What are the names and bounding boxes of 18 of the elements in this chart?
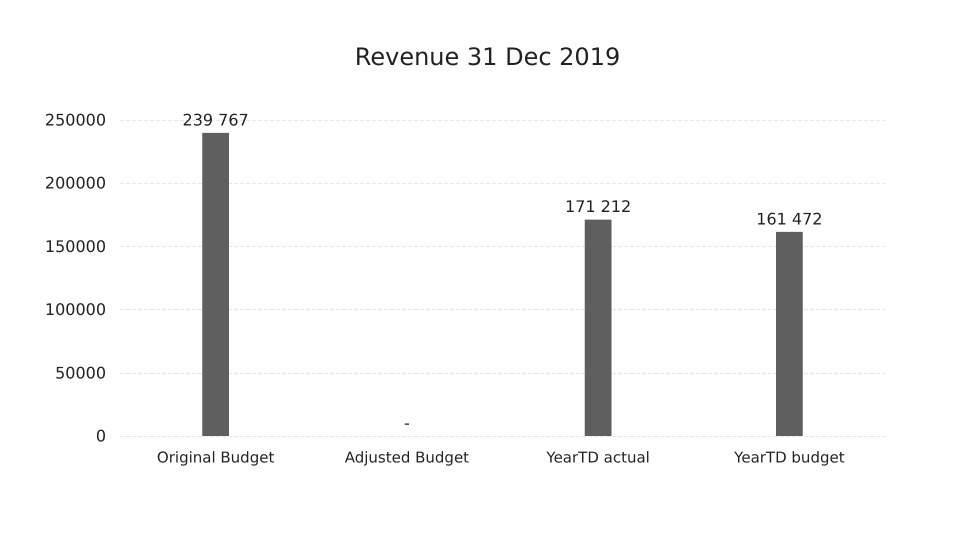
y-tick-label: 50000 [55, 363, 106, 382]
data-label: - [404, 414, 410, 432]
bar [202, 132, 230, 436]
bar [584, 220, 612, 436]
y-tick-label: 150000 [44, 236, 106, 256]
y-tick-label: 250000 [44, 110, 106, 130]
y-tick-label: 0 [96, 426, 106, 446]
y-tick-label: 100000 [44, 300, 106, 320]
data-label: 161 472 [756, 209, 822, 228]
x-tick-label: YearTD budget [733, 448, 845, 466]
data-label: 171 212 [565, 197, 632, 216]
chart-title: Revenue 31 Dec 2019 [354, 43, 620, 71]
bar [776, 232, 803, 436]
x-tick-label: Adjusted Budget [344, 448, 470, 466]
x-tick-label: Original Budget [156, 448, 274, 466]
x-tick-label: YearTD actual [545, 448, 650, 466]
data-label: 239 767 [182, 110, 249, 130]
y-tick-label: 200000 [44, 174, 106, 193]
